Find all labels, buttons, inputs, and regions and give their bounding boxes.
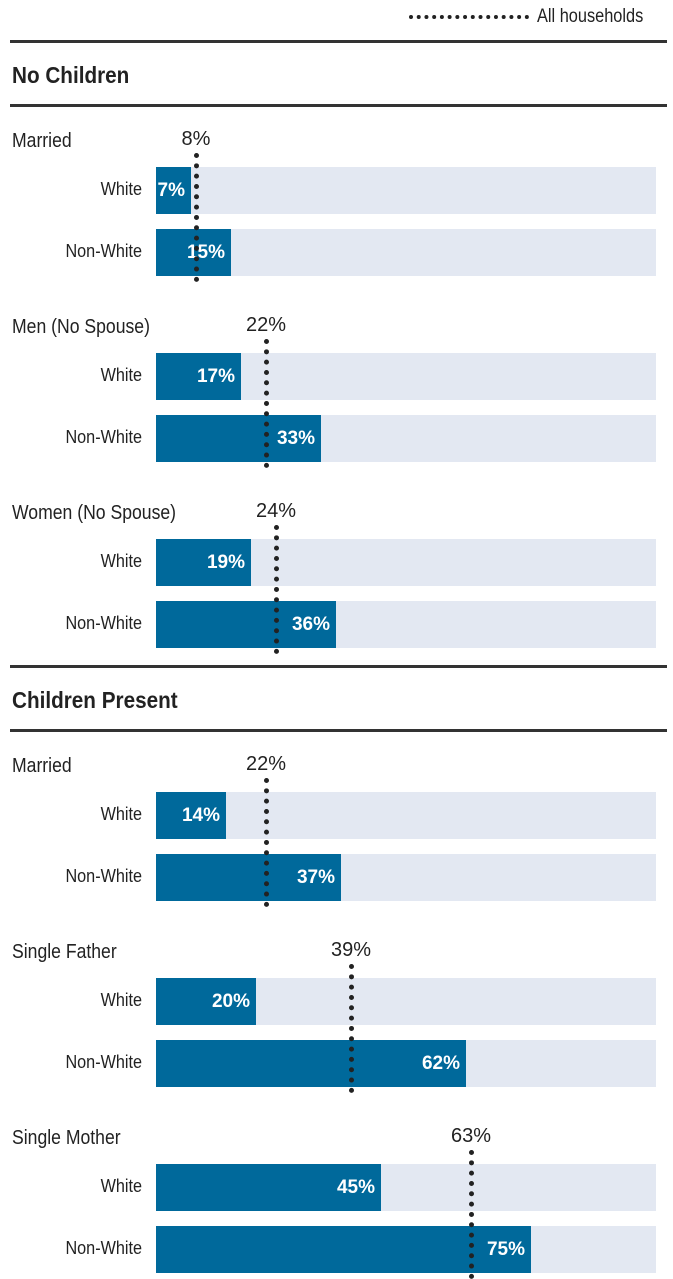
- group-label: Single Mother: [12, 1127, 121, 1149]
- bar-track: 17%: [156, 353, 656, 400]
- section-title: Children Present: [12, 687, 178, 713]
- bar-track: 62%: [156, 1040, 656, 1087]
- bar-track: 75%: [156, 1226, 656, 1273]
- all-households-value-label: 22%: [245, 753, 287, 775]
- row-label: Non-White: [65, 1052, 142, 1072]
- bar-value-label: 75%: [486, 1238, 525, 1260]
- row-label: White: [100, 551, 142, 571]
- bar-value-label: 36%: [291, 613, 330, 635]
- bar-value-label: 45%: [336, 1176, 375, 1198]
- all-households-value-label: 24%: [255, 500, 297, 522]
- bar-track: 33%: [156, 415, 656, 462]
- group-label: Married: [12, 130, 72, 152]
- bar-value-label: 20%: [211, 990, 250, 1012]
- bar: 75%: [156, 1226, 531, 1273]
- row-label: White: [100, 365, 142, 385]
- bar: 17%: [156, 353, 241, 400]
- bar: 36%: [156, 601, 336, 648]
- section-title-underline: [10, 104, 667, 107]
- bar-track: 45%: [156, 1164, 656, 1211]
- group-label: Married: [12, 755, 72, 777]
- section-title-underline: [10, 729, 667, 732]
- bar-value-label: 19%: [206, 551, 245, 573]
- bar: 7%: [156, 167, 191, 214]
- bar-track: 14%: [156, 792, 656, 839]
- row-label: White: [100, 990, 142, 1010]
- bar-value-label: 33%: [276, 427, 315, 449]
- all-households-dotted-line: [194, 153, 199, 282]
- section-title: No Children: [12, 62, 130, 88]
- bar: 45%: [156, 1164, 381, 1211]
- group-label: Women (No Spouse): [12, 502, 177, 524]
- group-label: Men (No Spouse): [12, 316, 150, 338]
- section-divider: [10, 665, 667, 668]
- row-label: White: [100, 1176, 142, 1196]
- bar-value-label: 17%: [196, 365, 235, 387]
- all-households-value-label: 63%: [450, 1125, 492, 1147]
- row-label: Non-White: [65, 613, 142, 633]
- bar: 37%: [156, 854, 341, 901]
- bar-track: 19%: [156, 539, 656, 586]
- all-households-value-label: 22%: [245, 314, 287, 336]
- all-households-dotted-line: [264, 778, 269, 907]
- bar-value-label: 15%: [186, 241, 225, 263]
- all-households-value-label: 39%: [330, 939, 372, 961]
- row-label: Non-White: [65, 866, 142, 886]
- bar-track: 37%: [156, 854, 656, 901]
- bar-value-label: 14%: [181, 804, 220, 826]
- bar-track: 20%: [156, 978, 656, 1025]
- row-label: Non-White: [65, 1238, 142, 1258]
- bar: 62%: [156, 1040, 466, 1087]
- legend-dotted-line-swatch: [409, 15, 530, 19]
- row-label: White: [100, 179, 142, 199]
- row-label: White: [100, 804, 142, 824]
- bar: 20%: [156, 978, 256, 1025]
- row-label: Non-White: [65, 241, 142, 261]
- section-divider: [10, 40, 667, 43]
- bar-track: 7%: [156, 167, 656, 214]
- all-households-dotted-line: [469, 1150, 474, 1279]
- all-households-dotted-line: [349, 964, 354, 1093]
- all-households-value-label: 8%: [181, 128, 211, 150]
- bar-value-label: 37%: [296, 866, 335, 888]
- bar-value-label: 62%: [421, 1052, 460, 1074]
- bar-value-label: 7%: [157, 179, 185, 201]
- bar-track: 15%: [156, 229, 656, 276]
- bar-track: 36%: [156, 601, 656, 648]
- legend-label: All households: [537, 6, 644, 27]
- row-label: Non-White: [65, 427, 142, 447]
- all-households-dotted-line: [264, 339, 269, 468]
- all-households-dotted-line: [274, 525, 279, 654]
- group-label: Single Father: [12, 941, 117, 963]
- bar: 33%: [156, 415, 321, 462]
- bar: 14%: [156, 792, 226, 839]
- bar: 19%: [156, 539, 251, 586]
- legend: All households: [409, 6, 661, 28]
